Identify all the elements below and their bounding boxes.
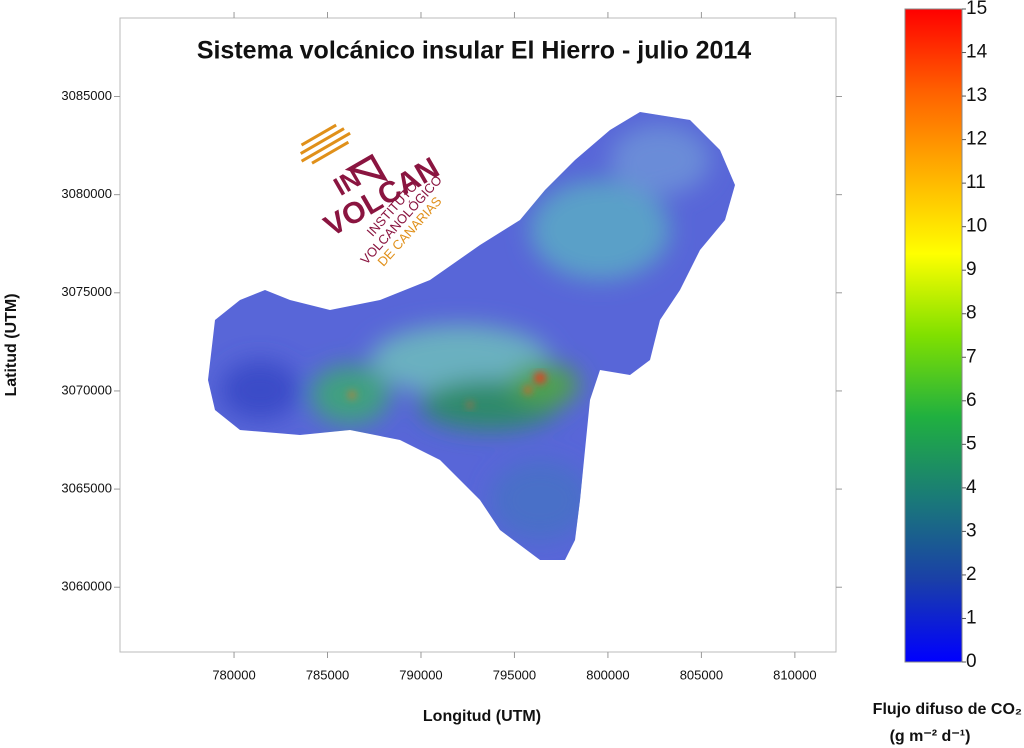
y-tick-label: 3060000 <box>61 579 112 594</box>
x-tick-label: 790000 <box>399 667 442 682</box>
colorbar-units: (g m⁻² d⁻¹) <box>890 728 971 745</box>
x-axis-label: Longitud (UTM) <box>423 708 541 725</box>
x-tick-label: 785000 <box>306 667 349 682</box>
x-tick-label: 795000 <box>493 667 536 682</box>
colorbar-tick-label: 13 <box>966 85 987 106</box>
colorbar-tick-label: 3 <box>966 520 977 541</box>
colorbar-tick-label: 12 <box>966 129 987 150</box>
x-tick-label: 800000 <box>586 667 629 682</box>
y-tick-label: 3075000 <box>61 284 112 299</box>
colorbar-tick-label: 7 <box>966 346 977 367</box>
x-tick-label: 805000 <box>680 667 723 682</box>
y-tick-label: 3065000 <box>61 481 112 496</box>
colorbar-tick-label: 8 <box>966 303 977 324</box>
chart-title: Sistema volcánico insular El Hierro - ju… <box>197 37 751 65</box>
colorbar-tick-label: 6 <box>966 390 977 411</box>
colorbar-tick-label: 4 <box>966 477 977 498</box>
colorbar-tick-label: 0 <box>966 651 977 672</box>
y-axis-label: Latitud (UTM) <box>3 293 20 396</box>
colorbar-label: Flujo difuso de CO₂ <box>873 701 1022 718</box>
colorbar-tick-label: 1 <box>966 607 977 628</box>
colorbar-tick-label: 14 <box>966 42 988 63</box>
x-tick-label: 810000 <box>773 667 816 682</box>
colorbar <box>904 8 963 663</box>
colorbar-tick-label: 5 <box>966 433 977 454</box>
y-tick-label: 3080000 <box>61 186 112 201</box>
x-tick-label: 780000 <box>212 667 255 682</box>
y-tick-label: 3085000 <box>61 88 112 103</box>
colorbar-tick-label: 2 <box>966 564 977 585</box>
colorbar-tick-label: 11 <box>966 172 986 193</box>
colorbar-tick-label: 10 <box>966 216 987 237</box>
y-tick-label: 3070000 <box>61 382 112 397</box>
colorbar-tick-label: 15 <box>966 0 987 19</box>
colorbar-tick-label: 9 <box>966 259 977 280</box>
